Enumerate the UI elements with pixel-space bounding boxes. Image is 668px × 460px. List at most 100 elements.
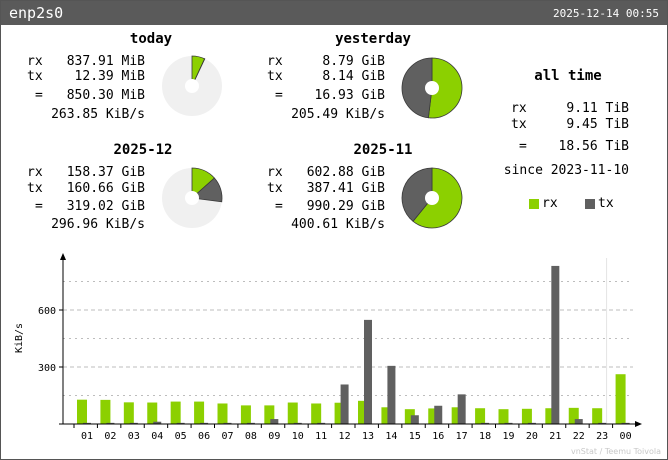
tx-bar <box>246 422 255 424</box>
tx-bar <box>83 422 91 424</box>
x-tick-label: 09 <box>268 431 280 442</box>
x-tick-label: 20 <box>526 431 538 442</box>
tx-bar <box>481 422 490 424</box>
x-tick-label: 08 <box>245 431 257 442</box>
yesterday-tx-value: 8.14 GiB <box>322 69 385 84</box>
x-tick-label: 05 <box>175 431 187 442</box>
today-pie <box>162 55 222 116</box>
tx-bar <box>410 415 419 424</box>
month-current-total-value: 319.02 GiB <box>66 199 145 214</box>
all-time-since: since 2023-11-10 <box>503 163 629 178</box>
yesterday-pie-hole <box>425 81 439 95</box>
rx-bar <box>77 399 87 424</box>
yesterday-title: yesterday <box>335 31 411 47</box>
month-previous-tx-value: 387.41 GiB <box>306 181 385 196</box>
today-rx-value: 837.91 MiB <box>66 54 145 69</box>
legend-tx-label: tx <box>598 196 614 211</box>
rx-bar <box>217 403 228 424</box>
yesterday-tx-label: tx <box>267 69 283 84</box>
tx-bar <box>598 422 607 424</box>
rx-bar <box>194 401 205 424</box>
all-time-total-label: = <box>519 139 527 154</box>
x-tick-label: 19 <box>502 431 514 442</box>
tx-bar <box>176 422 185 424</box>
today-tx-value: 12.39 MiB <box>74 69 145 84</box>
rx-bar <box>147 402 158 424</box>
timestamp: 2025-12-14 00:55 <box>553 7 659 20</box>
month-current-rx-label: rx <box>27 165 43 180</box>
x-tick-label: 23 <box>596 431 608 442</box>
yesterday-pie-rx-slice <box>427 57 463 119</box>
rx-bar <box>475 408 486 424</box>
tx-bar <box>387 365 396 424</box>
tx-bar <box>574 419 583 424</box>
x-axis-arrow <box>635 421 642 427</box>
yesterday-rx-label: rx <box>267 54 283 69</box>
tx-bar <box>434 405 443 424</box>
all-time-title: all time <box>534 68 602 84</box>
today-pie-tx-slice <box>191 58 206 87</box>
month-current-tx-label: tx <box>27 181 43 196</box>
x-tick-label: 16 <box>432 431 444 442</box>
x-tick-label: 10 <box>292 431 304 442</box>
y-axis-arrow <box>60 253 66 260</box>
tx-bar <box>340 384 349 424</box>
rx-bar <box>358 400 368 424</box>
x-tick-label: 15 <box>409 431 421 442</box>
month-previous-pie <box>401 167 463 229</box>
month-previous-tx-label: tx <box>267 181 283 196</box>
x-tick-label: 21 <box>549 431 561 442</box>
rx-bar <box>100 399 111 424</box>
x-tick-label: 13 <box>362 431 374 442</box>
legend-rx-label: rx <box>542 196 558 211</box>
x-tick-label: 18 <box>479 431 491 442</box>
all-time-total-value: 18.56 TiB <box>558 139 629 154</box>
tx-bar <box>106 422 115 424</box>
month-current-total-label: = <box>35 199 43 214</box>
tx-bar <box>200 422 209 424</box>
today-title: today <box>129 31 173 47</box>
title-bar: enp2s0 2025-12-14 00:55 <box>1 1 667 25</box>
legend-rx-swatch <box>529 199 539 209</box>
month-current-tx-value: 160.66 GiB <box>66 181 145 196</box>
x-tick-label: 02 <box>104 431 116 442</box>
x-tick-label: 11 <box>315 431 327 442</box>
rx-bar <box>428 408 439 424</box>
yesterday-pie-tx-slice <box>401 57 433 119</box>
rx-bar <box>311 403 322 424</box>
month-current-pie-tx-slice <box>191 177 223 203</box>
today-pie-hole <box>185 79 199 93</box>
yesterday-total-label: = <box>275 88 283 103</box>
month-current-pie-hole <box>185 191 199 205</box>
rx-bar <box>404 409 415 424</box>
all-time-tx-value: 9.45 TiB <box>566 117 629 132</box>
rx-bar <box>592 408 603 424</box>
tx-bar <box>621 422 630 424</box>
month-current-rate-value: 296.96 KiB/s <box>51 217 145 232</box>
x-tick-label: 14 <box>385 431 397 442</box>
tx-bar <box>270 419 279 424</box>
all-time-tx-label: tx <box>511 117 527 132</box>
rx-bar <box>568 407 579 424</box>
rx-bar <box>521 408 532 424</box>
today-rx-label: rx <box>27 54 43 69</box>
month-previous-pie-hole <box>425 191 439 205</box>
month-previous-rx-label: rx <box>267 165 283 180</box>
tx-bar <box>293 422 302 424</box>
x-tick-label: 22 <box>573 431 585 442</box>
yesterday-total-value: 16.93 GiB <box>314 88 385 103</box>
rx-bar <box>287 402 298 424</box>
yesterday-rate-value: 205.49 KiB/s <box>291 107 385 122</box>
month-previous-pie-tx-slice <box>401 167 433 222</box>
interface-name: enp2s0 <box>9 4 64 22</box>
x-tick-label: 00 <box>620 431 632 442</box>
today-rate-value: 263.85 KiB/s <box>51 107 145 122</box>
rx-bar <box>170 401 181 424</box>
tx-bar <box>129 422 138 424</box>
today-total-value: 850.30 MiB <box>66 88 145 103</box>
tx-bar <box>153 421 162 424</box>
yesterday-rx-value: 8.79 GiB <box>322 54 385 69</box>
footer-credit: vnStat / Teemu Toivola <box>570 447 661 456</box>
x-tick-label: 17 <box>456 431 468 442</box>
